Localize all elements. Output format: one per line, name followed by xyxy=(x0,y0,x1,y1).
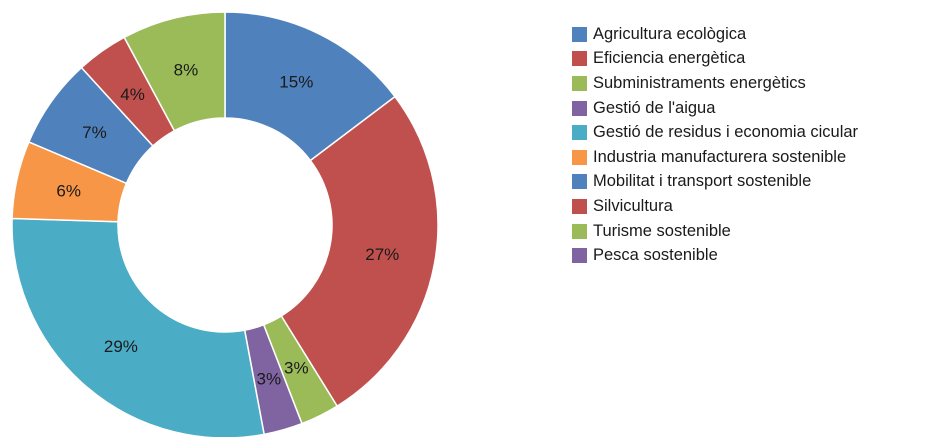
legend-swatch xyxy=(572,125,587,141)
legend-label: Pesca sostenible xyxy=(593,246,718,265)
slice-label-mobilitat-i-transport-sostenible: 7% xyxy=(82,123,107,142)
legend-swatch xyxy=(572,149,587,165)
slice-label-gestio-de-residus-i-economia-cicular: 29% xyxy=(104,337,138,356)
legend-item-eficiencia-energetica: Eficiencia energètica xyxy=(572,47,858,72)
legend-swatch xyxy=(572,26,587,42)
slice-label-turisme-sostenible: 8% xyxy=(174,60,199,79)
legend-label: Gestió de residus i economia cicular xyxy=(593,123,859,142)
slice-label-subministraments-energetics: 3% xyxy=(284,359,309,378)
slice-label-industria-manufacturera-sostenible: 6% xyxy=(56,181,81,200)
legend-item-pesca-sostenible: Pesca sostenible xyxy=(572,243,858,268)
legend-label: Mobilitat i transport sostenible xyxy=(593,172,812,191)
legend-swatch xyxy=(572,174,587,190)
legend-swatch xyxy=(572,75,587,91)
legend-label: Gestió de l'aigua xyxy=(593,98,716,117)
legend-label: Agricultura ecològica xyxy=(593,24,747,43)
slice-eficiencia-energetica xyxy=(280,95,439,408)
slice-gestio-de-residus-i-economia-cicular xyxy=(11,217,266,437)
legend-label: Industria manufacturera sostenible xyxy=(593,147,847,166)
slice-labels: 15% 27% 3%3% 29% 6% 7% 4% 8% xyxy=(56,60,399,388)
legend-item-gestio-de-residus-i-economia-cicular: Gestió de residus i economia cicular xyxy=(572,120,858,145)
donut-chart: 15% 27% 3%3% 29% 6% 7% 4% 8% xyxy=(11,11,439,437)
slice-label-gestio-de-l-aigua: 3% xyxy=(256,369,281,388)
legend-label: Silvicultura xyxy=(593,196,673,215)
legend-swatch xyxy=(572,248,587,264)
legend-item-gestio-de-l-aigua: Gestió de l'aigua xyxy=(572,96,858,121)
legend-swatch xyxy=(572,51,587,67)
slice-agricultura-ecologica xyxy=(224,11,397,162)
legend-item-mobilitat-i-transport-sostenible: Mobilitat i transport sostenible xyxy=(572,170,858,195)
slice-label-eficiencia-energetica: 27% xyxy=(365,245,399,264)
legend-item-silvicultura: Silvicultura xyxy=(572,194,858,219)
legend-label: Turisme sostenible xyxy=(593,221,731,240)
legend-swatch xyxy=(572,198,587,214)
chart-legend: Agricultura ecològica Eficiencia energèti… xyxy=(572,22,858,268)
slice-label-agricultura-ecologica: 15% xyxy=(279,72,313,91)
legend-swatch xyxy=(572,100,587,116)
slice-turisme-sostenible xyxy=(123,11,226,132)
legend-swatch xyxy=(572,223,587,239)
donut-slices xyxy=(11,11,439,437)
legend-item-subministraments-energetics: Subministraments energètics xyxy=(572,71,858,96)
slice-label-silvicultura: 4% xyxy=(120,85,145,104)
legend-label: Subministraments energètics xyxy=(593,73,806,92)
legend-item-turisme-sostenible: Turisme sostenible xyxy=(572,219,858,244)
legend-item-industria-manufacturera-sostenible: Industria manufacturera sostenible xyxy=(572,145,858,170)
legend-label: Eficiencia energètica xyxy=(593,49,746,68)
legend-item-agricultura-ecologica: Agricultura ecològica xyxy=(572,22,858,47)
